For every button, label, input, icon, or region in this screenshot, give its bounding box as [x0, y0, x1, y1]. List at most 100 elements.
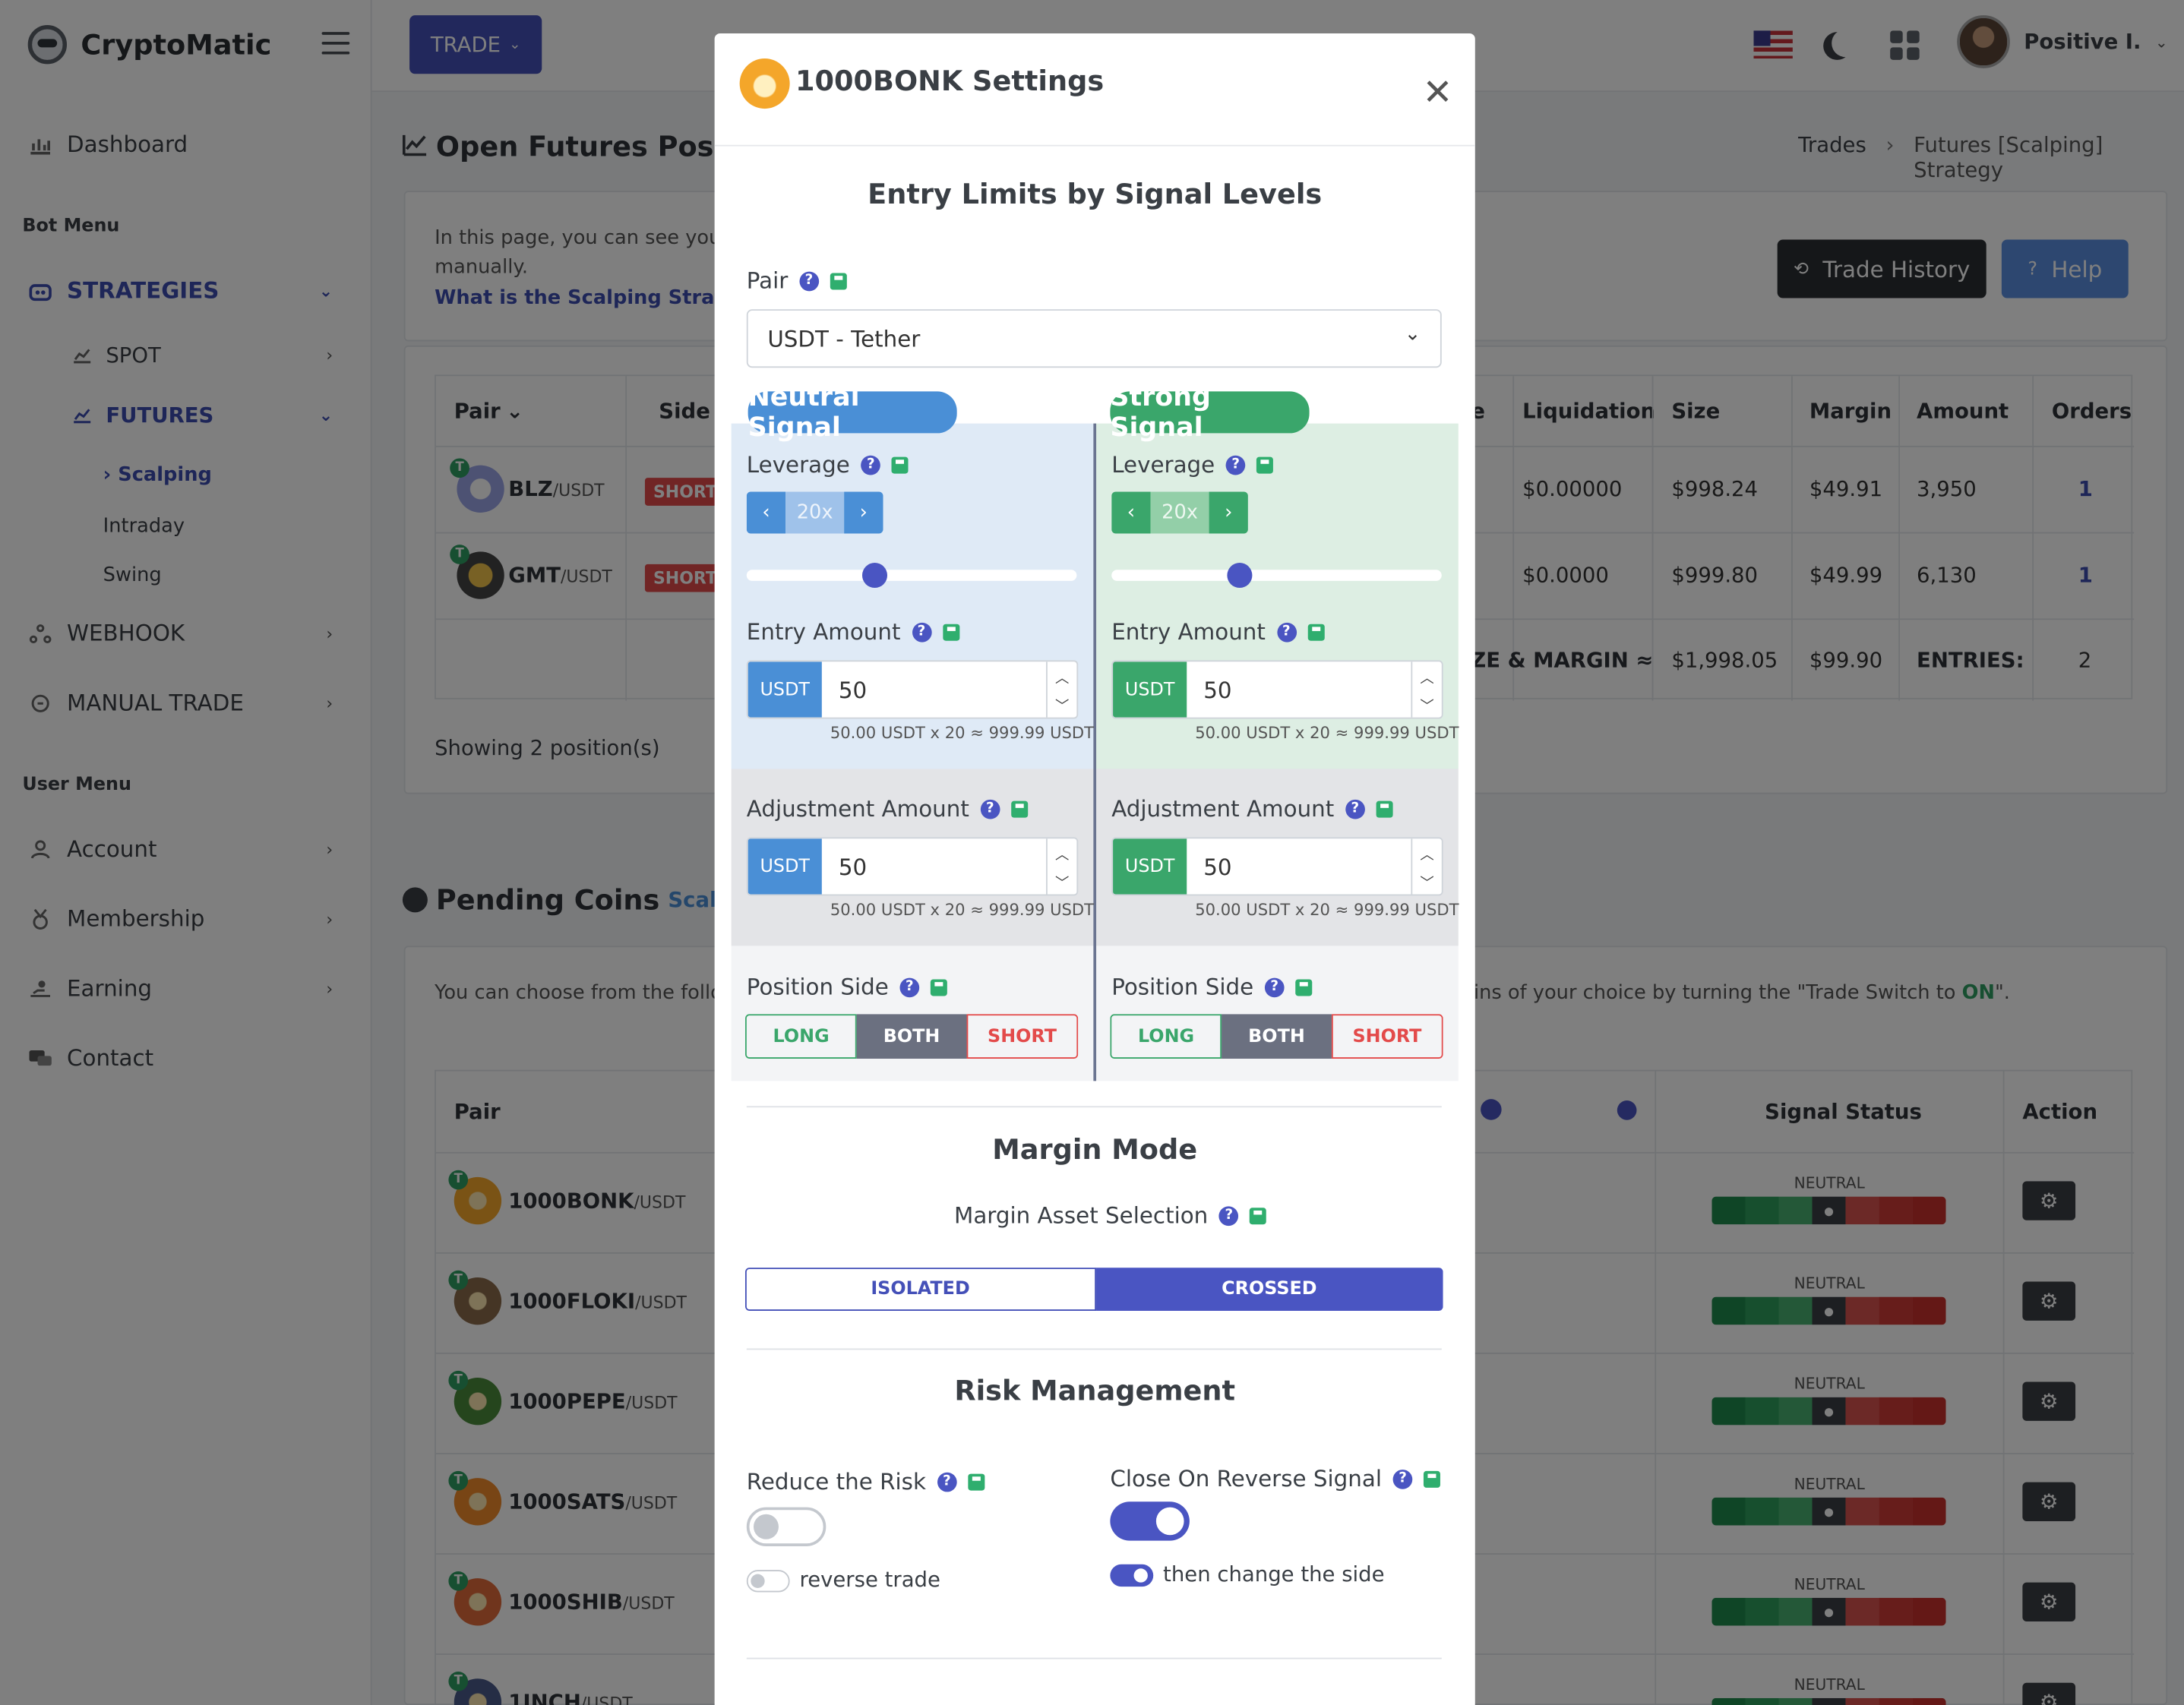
save-icon[interactable]: [1376, 800, 1393, 817]
save-icon[interactable]: [1010, 800, 1028, 817]
side-both-button[interactable]: BOTH: [1222, 1014, 1332, 1059]
leverage-stepper[interactable]: ‹ 20x ›: [1111, 491, 1248, 534]
chevron-down-icon: ﹀: [1054, 875, 1070, 891]
save-icon[interactable]: [891, 456, 909, 473]
reverse-trade-label: reverse trade: [799, 1567, 940, 1593]
save-icon[interactable]: [1424, 1470, 1441, 1488]
close-reverse-label: Close On Reverse Signal?: [1110, 1466, 1441, 1492]
entry-amount-input[interactable]: USDT 50 ︿ ﹀: [1111, 660, 1443, 719]
currency-addon: USDT: [1113, 661, 1187, 718]
help-icon[interactable]: ?: [861, 454, 881, 475]
chevron-down-icon: ﹀: [1054, 698, 1070, 715]
pair-label: Pair?: [747, 267, 847, 294]
help-icon[interactable]: ?: [937, 1471, 957, 1492]
isolated-button[interactable]: ISOLATED: [744, 1268, 1096, 1311]
strong-signal-pill: Strong Signal: [1110, 382, 1310, 443]
chevron-left-icon[interactable]: ‹: [1111, 491, 1151, 534]
pair-select-value: USDT - Tether: [767, 325, 921, 352]
save-icon[interactable]: [1307, 623, 1324, 640]
modal-title: 1000BONK Settings: [795, 64, 1105, 98]
pair-select[interactable]: USDT - Tether ⌄: [746, 309, 1442, 368]
chevron-down-icon: ⌄: [1404, 323, 1421, 346]
chevron-up-icon: ︿: [1054, 848, 1070, 864]
number-spinner[interactable]: ︿ ﹀: [1411, 838, 1441, 895]
currency-addon: USDT: [1113, 838, 1187, 895]
help-icon[interactable]: ?: [1392, 1469, 1413, 1489]
divider: [746, 1348, 1442, 1350]
adjustment-amount-label: Adjustment Amount?: [747, 795, 1028, 822]
help-icon[interactable]: ?: [1218, 1205, 1239, 1226]
save-icon[interactable]: [1295, 978, 1313, 996]
save-icon[interactable]: [967, 1473, 985, 1490]
entry-amount-input[interactable]: USDT 50 ︿ ﹀: [746, 660, 1079, 719]
help-icon[interactable]: ?: [799, 270, 819, 291]
chevron-up-icon: ︿: [1420, 671, 1434, 687]
help-icon[interactable]: ?: [1225, 454, 1246, 475]
adjustment-amount-label: Adjustment Amount?: [1111, 795, 1393, 822]
entry-amount-value[interactable]: 50: [1203, 676, 1232, 703]
position-side-toggle: LONG BOTH SHORT: [1110, 1014, 1443, 1059]
help-icon[interactable]: ?: [899, 977, 920, 997]
help-icon[interactable]: ?: [1345, 798, 1365, 819]
leverage-stepper[interactable]: ‹ 20x ›: [746, 491, 883, 534]
help-icon[interactable]: ?: [980, 798, 1000, 819]
leverage-value: 20x: [785, 491, 845, 534]
adjustment-amount-value[interactable]: 50: [1203, 853, 1232, 880]
chevron-right-icon[interactable]: ›: [1209, 491, 1248, 534]
leverage-slider-handle[interactable]: [1228, 563, 1253, 589]
adjustment-amount-value[interactable]: 50: [838, 853, 868, 880]
position-side-toggle: LONG BOTH SHORT: [744, 1014, 1079, 1059]
change-side-toggle[interactable]: [1110, 1564, 1154, 1587]
leverage-slider[interactable]: [1111, 570, 1442, 581]
chevron-up-icon: ︿: [1054, 671, 1070, 687]
leverage-slider-handle[interactable]: [862, 563, 888, 589]
leverage-label: Leverage?: [1111, 451, 1274, 478]
chevron-right-icon[interactable]: ›: [844, 491, 883, 534]
leverage-slider[interactable]: [746, 570, 1077, 581]
panel-divider: [1093, 423, 1097, 1081]
entry-amount-value[interactable]: 50: [838, 676, 868, 703]
help-icon[interactable]: ?: [1264, 977, 1285, 997]
reduce-risk-label: Reduce the Risk?: [747, 1468, 985, 1495]
position-side-label: Position Side?: [747, 974, 947, 1000]
side-short-button[interactable]: SHORT: [1331, 1014, 1443, 1059]
help-icon[interactable]: ?: [912, 621, 931, 642]
chevron-down-icon: ﹀: [1420, 698, 1434, 715]
adjustment-amount-input[interactable]: USDT 50 ︿ ﹀: [1111, 837, 1443, 896]
close-reverse-toggle[interactable]: [1110, 1501, 1190, 1541]
chevron-down-icon: ﹀: [1420, 875, 1434, 891]
close-icon[interactable]: ✕: [1422, 72, 1453, 115]
save-icon[interactable]: [930, 978, 947, 996]
entry-calc: 50.00 USDT x 20 ≈ 999.99 USDT: [1195, 722, 1459, 743]
divider: [746, 1657, 1442, 1659]
position-side-label: Position Side?: [1111, 974, 1313, 1000]
adjustment-amount-input[interactable]: USDT 50 ︿ ﹀: [746, 837, 1079, 896]
number-spinner[interactable]: ︿ ﹀: [1046, 661, 1076, 718]
entry-amount-label: Entry Amount?: [747, 618, 959, 645]
bonk-coin-icon: [739, 58, 790, 109]
side-short-button[interactable]: SHORT: [966, 1014, 1079, 1059]
number-spinner[interactable]: ︿ ﹀: [1046, 838, 1076, 895]
entry-calc: 50.00 USDT x 20 ≈ 999.99 USDT: [830, 722, 1095, 743]
adjustment-calc: 50.00 USDT x 20 ≈ 999.99 USDT: [1195, 899, 1459, 920]
save-icon[interactable]: [830, 272, 847, 289]
side-long-button[interactable]: LONG: [744, 1014, 858, 1059]
save-icon[interactable]: [942, 623, 959, 640]
side-both-button[interactable]: BOTH: [857, 1014, 966, 1059]
margin-asset-label: Margin Asset Selection?: [954, 1202, 1267, 1229]
leverage-value: 20x: [1150, 491, 1209, 534]
risk-management-title: Risk Management: [954, 1373, 1236, 1407]
side-long-button[interactable]: LONG: [1110, 1014, 1222, 1059]
number-spinner[interactable]: ︿ ﹀: [1411, 661, 1441, 718]
margin-mode-title: Margin Mode: [992, 1132, 1198, 1167]
chevron-left-icon[interactable]: ‹: [746, 491, 786, 534]
reverse-trade-toggle[interactable]: [746, 1570, 790, 1593]
change-side-label: then change the side: [1163, 1561, 1385, 1587]
save-icon[interactable]: [1250, 1207, 1267, 1224]
leverage-label: Leverage?: [747, 451, 909, 478]
help-icon[interactable]: ?: [1276, 621, 1297, 642]
crossed-button[interactable]: CROSSED: [1095, 1268, 1443, 1311]
margin-mode-toggle: ISOLATED CROSSED: [744, 1268, 1443, 1311]
save-icon[interactable]: [1256, 456, 1274, 473]
reduce-risk-toggle[interactable]: [746, 1507, 827, 1546]
